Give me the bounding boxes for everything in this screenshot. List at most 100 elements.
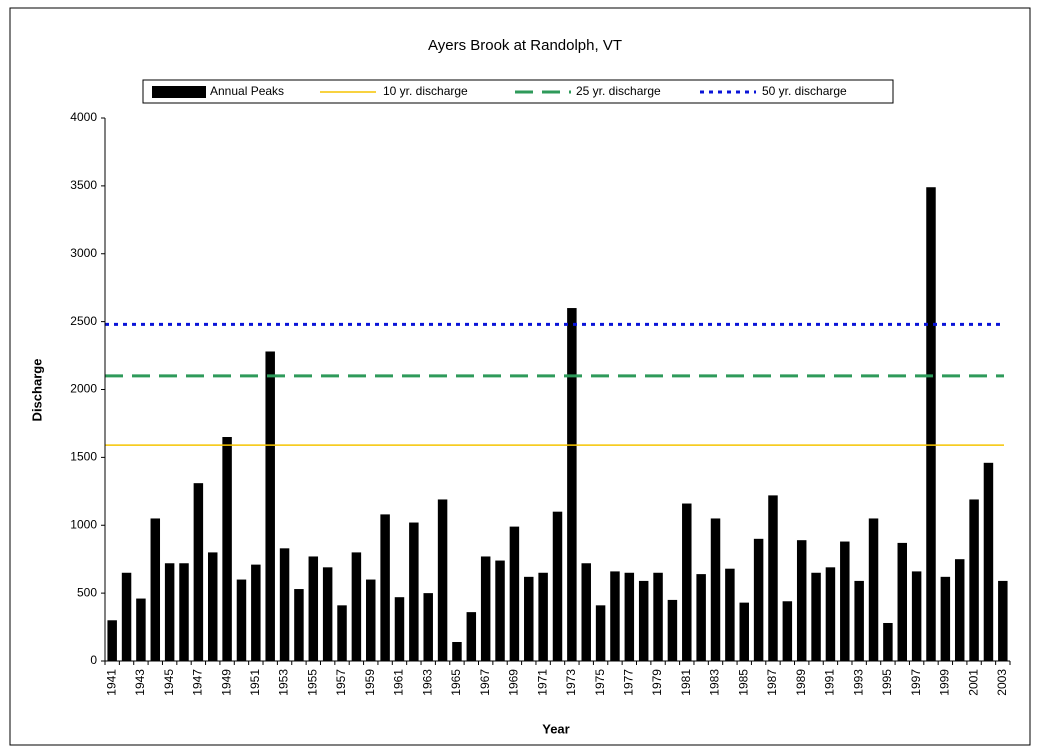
bar (322, 567, 333, 661)
bar (796, 540, 807, 661)
y-tick-label: 2000 (70, 382, 97, 396)
bar (911, 571, 922, 661)
x-tick-label: 1965 (449, 669, 463, 696)
x-tick-label: 1969 (507, 669, 521, 696)
bar (337, 605, 347, 661)
bar (610, 571, 620, 661)
bar (998, 580, 1008, 661)
bar (782, 601, 793, 661)
bar (753, 538, 764, 661)
bar (452, 641, 462, 661)
chart-title: Ayers Brook at Randolph, VT (428, 37, 622, 54)
bar (969, 499, 979, 661)
bar (351, 552, 362, 661)
bar (854, 580, 864, 661)
bar (121, 572, 132, 661)
bar (524, 576, 534, 661)
bar (954, 559, 965, 661)
y-axis-title: Discharge (29, 359, 44, 422)
x-tick-label: 1997 (909, 669, 923, 696)
bar (725, 568, 735, 661)
bar (308, 556, 319, 661)
bar (423, 593, 433, 661)
legend-label: Annual Peaks (210, 84, 284, 98)
bar (868, 518, 879, 661)
x-tick-label: 1943 (133, 669, 147, 696)
x-tick-label: 1981 (679, 669, 693, 696)
x-tick-label: 1951 (248, 669, 262, 696)
bar (667, 599, 678, 661)
x-tick-label: 1957 (334, 669, 348, 696)
bar (825, 567, 836, 661)
x-tick-label: 1985 (736, 669, 750, 696)
bar (366, 579, 376, 661)
x-tick-label: 1945 (162, 669, 176, 696)
bar (437, 499, 448, 661)
legend-swatch (152, 86, 206, 98)
bar (940, 576, 951, 661)
bar (595, 605, 606, 661)
bar (538, 572, 548, 661)
x-axis-title: Year (542, 721, 569, 736)
x-tick-label: 1963 (420, 669, 434, 696)
y-tick-label: 0 (90, 653, 97, 667)
x-tick-label: 1991 (823, 669, 837, 696)
y-tick-label: 1500 (70, 450, 97, 464)
bar (394, 597, 405, 661)
x-tick-label: 1941 (104, 669, 118, 696)
bar (696, 574, 706, 661)
x-tick-label: 1987 (765, 669, 779, 696)
bar (710, 518, 721, 661)
bar (207, 552, 218, 661)
bar (581, 563, 591, 661)
x-tick-label: 1971 (535, 669, 549, 696)
legend-label: 10 yr. discharge (383, 84, 468, 98)
bar (236, 579, 247, 661)
bar (164, 563, 175, 661)
x-tick-label: 1999 (938, 669, 952, 696)
bar (480, 556, 491, 661)
bar (222, 437, 232, 661)
x-tick-label: 1967 (478, 669, 492, 696)
bar (883, 622, 893, 661)
bar (294, 589, 304, 661)
x-tick-label: 1959 (363, 669, 377, 696)
x-tick-label: 1989 (794, 669, 808, 696)
legend-label: 50 yr. discharge (762, 84, 847, 98)
x-tick-label: 1995 (880, 669, 894, 696)
bar (552, 511, 563, 661)
bar (279, 548, 290, 661)
bar (466, 612, 477, 661)
x-tick-label: 1993 (851, 669, 865, 696)
bar (193, 483, 204, 661)
x-tick-label: 1983 (708, 669, 722, 696)
y-tick-label: 500 (77, 585, 97, 599)
bar (682, 503, 692, 661)
bar (653, 572, 663, 661)
x-tick-label: 1977 (621, 669, 635, 696)
bar (811, 572, 821, 661)
bar (983, 462, 994, 661)
y-tick-label: 2500 (70, 314, 97, 328)
x-tick-label: 1947 (191, 669, 205, 696)
x-tick-label: 1961 (392, 669, 406, 696)
bar (150, 518, 161, 661)
bar (409, 522, 419, 661)
bar (926, 187, 936, 662)
x-tick-label: 1953 (277, 669, 291, 696)
y-tick-label: 4000 (70, 110, 97, 124)
bar (380, 514, 390, 661)
legend-label: 25 yr. discharge (576, 84, 661, 98)
bar (840, 541, 850, 661)
bar (739, 602, 749, 661)
bar (624, 572, 635, 661)
bar (897, 542, 908, 661)
y-tick-label: 1000 (70, 517, 97, 531)
bar (768, 495, 778, 661)
bar (136, 598, 146, 661)
x-tick-label: 1979 (650, 669, 664, 696)
bar (638, 580, 649, 661)
x-tick-label: 1949 (219, 669, 233, 696)
bar (265, 351, 275, 661)
